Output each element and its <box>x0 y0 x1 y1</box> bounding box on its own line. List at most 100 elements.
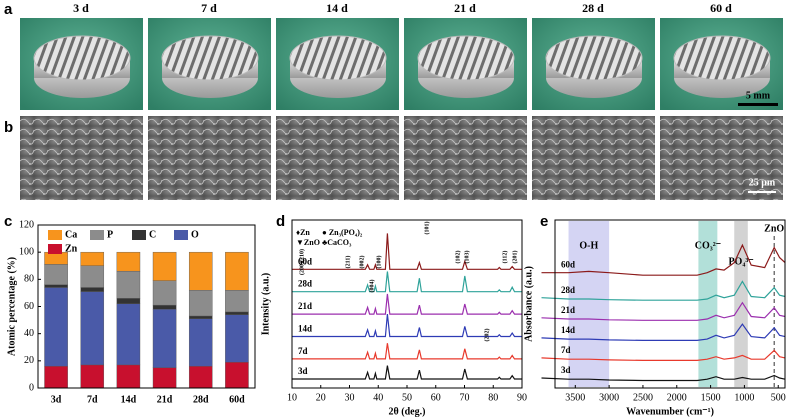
bar-segment <box>80 251 105 266</box>
panel-label: b <box>4 119 13 136</box>
series-line <box>292 233 522 270</box>
y-tick-label: 120 <box>19 219 34 230</box>
y-tick-label: 80 <box>24 274 34 285</box>
bar-segment <box>80 291 105 366</box>
x-tick-label: 30 <box>345 392 355 403</box>
y-axis-label: Absorbance (a.u.) <box>523 266 534 342</box>
photo-label: 7 d <box>201 1 217 15</box>
plot-frame <box>291 219 523 389</box>
series-label: 3d <box>561 365 571 375</box>
bar-segment <box>80 265 105 288</box>
annotation: (202) <box>483 329 490 342</box>
series-line <box>292 271 522 293</box>
bar-segment <box>116 364 141 389</box>
bar-segment <box>152 251 177 281</box>
legend-label: O <box>191 229 199 240</box>
panel-label: e <box>540 213 548 230</box>
series-line <box>541 280 786 301</box>
photo <box>276 18 399 110</box>
sem-image <box>404 116 527 200</box>
y-tick-label: 0 <box>29 382 34 393</box>
series-line <box>292 293 522 315</box>
photo <box>20 18 143 110</box>
bar-segment <box>80 364 105 389</box>
bar-segment <box>152 280 177 306</box>
plot-frame <box>554 219 786 389</box>
x-tick-label: 1500 <box>701 392 721 403</box>
annotation: ▼ZnO <box>296 238 320 247</box>
series-label: 28d <box>298 279 312 289</box>
x-tick-label: 500 <box>771 392 786 403</box>
photo <box>404 18 527 110</box>
series-line <box>541 243 786 276</box>
panel-label: d <box>276 213 285 230</box>
bar-segment <box>44 366 68 389</box>
series-label: 14d <box>298 324 312 334</box>
x-tick-label: 3d <box>51 394 62 405</box>
annotation: ♣CaCO₃ <box>322 238 352 247</box>
x-tick-label: 80 <box>488 392 498 403</box>
bar-segment <box>225 311 249 315</box>
bar-segment <box>116 270 141 299</box>
bar-segment <box>44 287 68 367</box>
legend-label: C <box>149 229 156 240</box>
photo-label: 28 d <box>582 1 604 15</box>
legend-label: Ca <box>65 229 77 240</box>
photo-label: 60 d <box>710 1 732 15</box>
bar-segment <box>44 284 68 288</box>
series-label: 7d <box>298 346 308 356</box>
bar-segment <box>152 304 177 310</box>
annotation: (201) <box>511 251 518 264</box>
bar-segment <box>116 251 141 272</box>
y-tick-label: 100 <box>19 246 34 257</box>
x-tick-label: 3000 <box>599 392 619 403</box>
band-label: O-H <box>579 240 598 251</box>
series-label: 21d <box>561 305 575 315</box>
photo-label: 3 d <box>73 1 89 15</box>
y-tick-label: 40 <box>24 328 34 339</box>
series-label: 7d <box>561 345 571 355</box>
annotation: (103) <box>463 251 470 264</box>
series-label: 60d <box>561 260 575 270</box>
x-tick-label: 20 <box>316 392 326 403</box>
bar-segment <box>188 251 213 291</box>
x-tick-label: 2000 <box>667 392 687 403</box>
x-tick-label: 60d <box>229 394 245 405</box>
x-tick-label: 90 <box>517 392 527 403</box>
series-line <box>292 343 522 360</box>
legend-label: Zn <box>65 243 78 254</box>
marker-label: ZnO <box>764 223 784 234</box>
x-tick-label: 40 <box>373 392 383 403</box>
legend-swatch <box>48 244 62 254</box>
bar-segment <box>116 303 141 366</box>
x-tick-label: 2500 <box>633 392 653 403</box>
scale-bar-label: 5 mm <box>746 90 771 101</box>
photo-label: 14 d <box>326 1 348 15</box>
series-label: 21d <box>298 301 312 311</box>
bar-segment <box>152 309 177 368</box>
y-axis-label: Intensity (a.u.) <box>260 273 271 336</box>
x-tick-label: 7d <box>87 394 98 405</box>
bar-segment <box>44 264 68 285</box>
plot-frame <box>37 224 256 389</box>
series-label: 14d <box>561 325 575 335</box>
annotation: (102) <box>454 251 461 264</box>
annotation: (112) <box>501 251 508 264</box>
photo-row: 5 mm <box>20 18 783 110</box>
annotation: (002) <box>358 256 365 269</box>
bar-segment <box>188 366 213 389</box>
annotation: (100) <box>375 256 382 269</box>
x-axis-label: 2θ (deg.) <box>389 406 426 417</box>
bar-segment <box>188 290 213 317</box>
band <box>698 221 718 387</box>
sem-image <box>532 116 655 200</box>
x-tick-label: 14d <box>121 394 137 405</box>
series-line <box>541 374 786 382</box>
annotation: (211) <box>344 256 351 269</box>
photo-label: 21 d <box>454 1 476 15</box>
bar-segment <box>225 251 249 291</box>
scale-bar <box>748 191 776 193</box>
series-line <box>541 323 786 341</box>
series-line <box>541 349 786 361</box>
x-tick-label: 1000 <box>734 392 754 403</box>
